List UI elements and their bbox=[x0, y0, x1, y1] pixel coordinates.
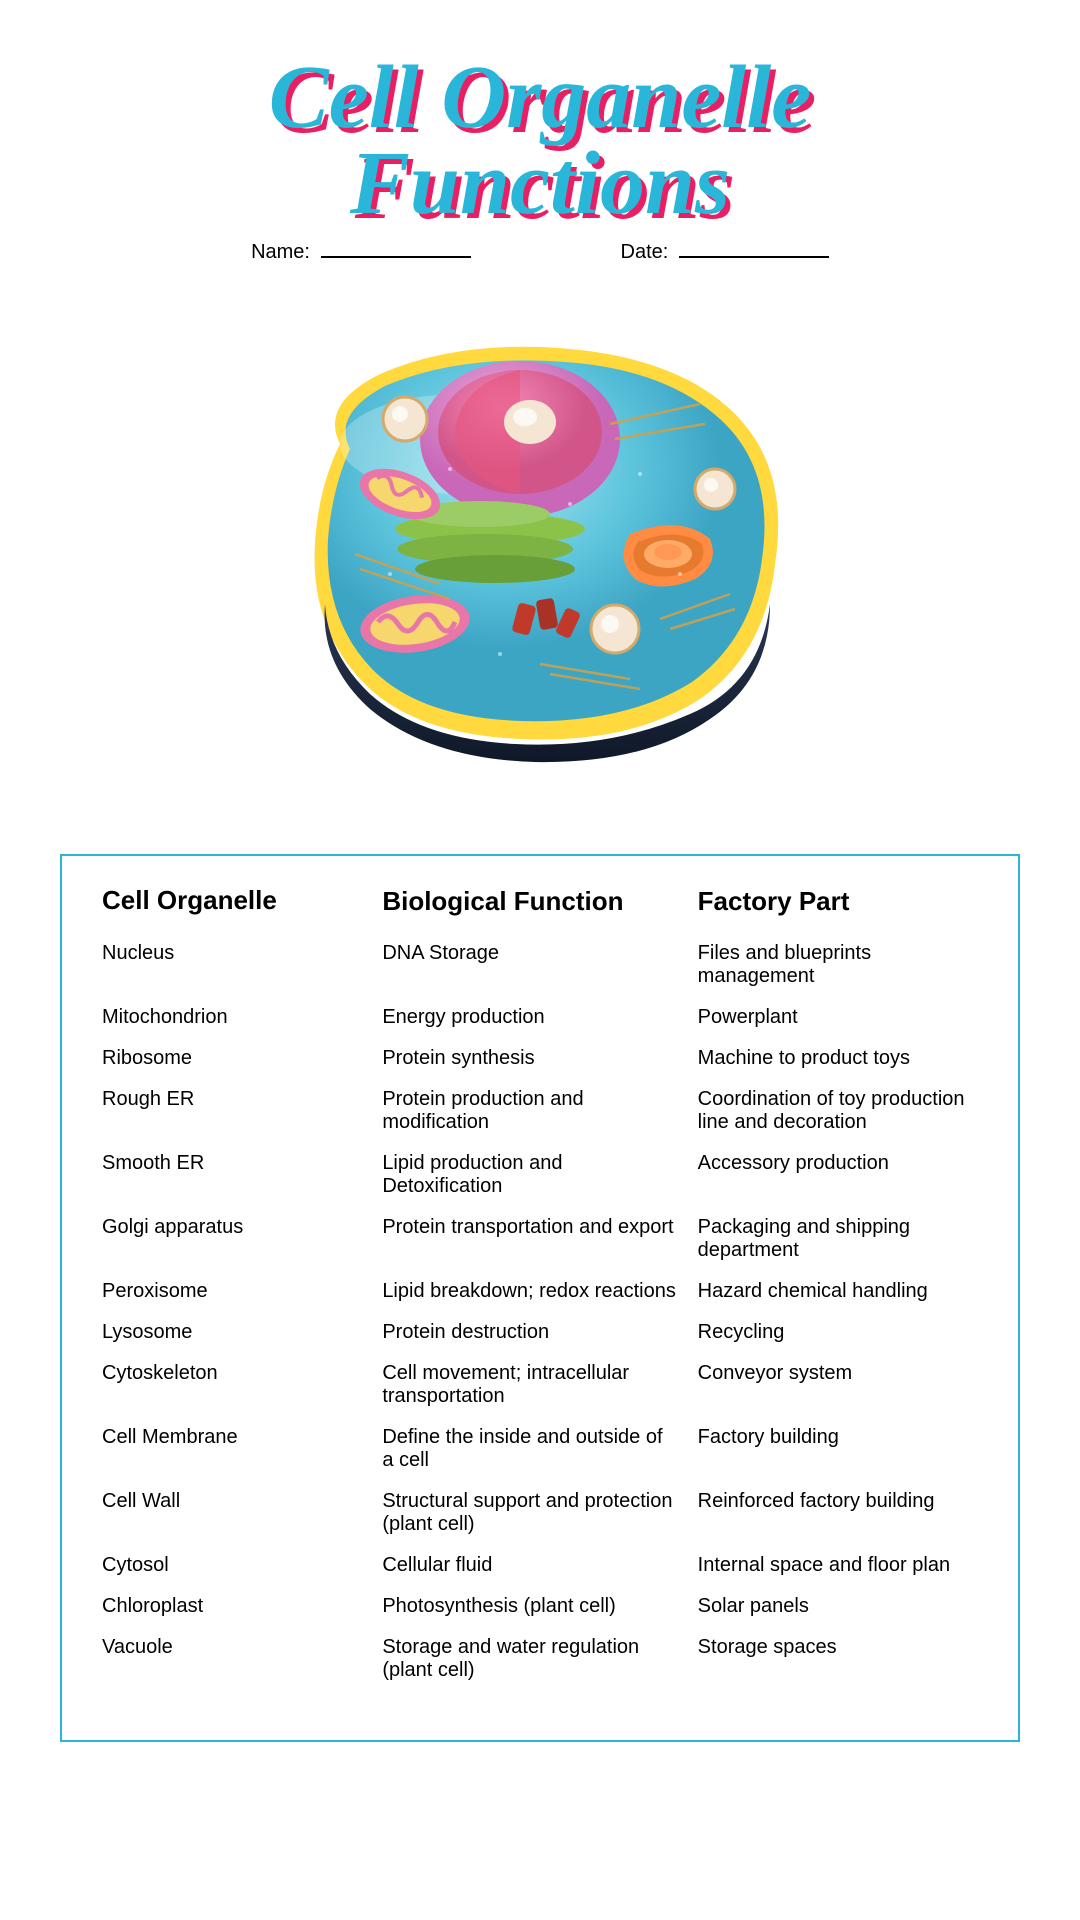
header-organelle: Cell Organelle bbox=[102, 886, 382, 917]
table-row: Rough ERProtein production and modificat… bbox=[102, 1088, 978, 1134]
cell-function: Protein transportation and export bbox=[382, 1216, 697, 1262]
date-blank-line[interactable] bbox=[679, 256, 829, 258]
table-row: Golgi apparatusProtein transportation an… bbox=[102, 1216, 978, 1262]
cell-factory: Powerplant bbox=[698, 1006, 978, 1029]
cell-factory: Hazard chemical handling bbox=[698, 1280, 978, 1303]
cell-organelle: Nucleus bbox=[102, 942, 382, 988]
table-row: ChloroplastPhotosynthesis (plant cell)So… bbox=[102, 1595, 978, 1618]
date-label: Date: bbox=[621, 241, 669, 263]
cell-function: Lipid production and Detoxification bbox=[382, 1152, 697, 1198]
nucleolus-highlight bbox=[513, 408, 537, 426]
header-factory: Factory Part bbox=[698, 886, 978, 917]
cell-organelle: Vacuole bbox=[102, 1636, 382, 1682]
cell-function: Photosynthesis (plant cell) bbox=[382, 1595, 697, 1618]
table-row: LysosomeProtein destructionRecycling bbox=[102, 1321, 978, 1344]
table-body: NucleusDNA StorageFiles and blueprints m… bbox=[102, 942, 978, 1682]
cell-factory: Solar panels bbox=[698, 1595, 978, 1618]
form-fields: Name: Date: bbox=[60, 241, 1020, 264]
cell-factory: Internal space and floor plan bbox=[698, 1554, 978, 1577]
name-blank-line[interactable] bbox=[321, 256, 471, 258]
cell-factory: Factory building bbox=[698, 1426, 978, 1472]
cell-function: Define the inside and outside of a cell bbox=[382, 1426, 697, 1472]
name-label: Name: bbox=[251, 241, 310, 263]
cell-organelle: Peroxisome bbox=[102, 1280, 382, 1303]
date-field: Date: bbox=[621, 241, 829, 264]
cell-function: Lipid breakdown; redox reactions bbox=[382, 1280, 697, 1303]
cell-organelle: Cell Membrane bbox=[102, 1426, 382, 1472]
cell-factory: Storage spaces bbox=[698, 1636, 978, 1682]
cell-function: Protein production and modification bbox=[382, 1088, 697, 1134]
table-row: Smooth ERLipid production and Detoxifica… bbox=[102, 1152, 978, 1198]
table-row: NucleusDNA StorageFiles and blueprints m… bbox=[102, 942, 978, 988]
table-row: VacuoleStorage and water regulation (pla… bbox=[102, 1636, 978, 1682]
table-row: PeroxisomeLipid breakdown; redox reactio… bbox=[102, 1280, 978, 1303]
organelle-table: Cell Organelle Biological Function Facto… bbox=[60, 854, 1020, 1742]
cell-diagram bbox=[260, 314, 820, 814]
header-function: Biological Function bbox=[382, 886, 697, 917]
cell-organelle: Golgi apparatus bbox=[102, 1216, 382, 1262]
table-row: Cell MembraneDefine the inside and outsi… bbox=[102, 1426, 978, 1472]
table-row: MitochondrionEnergy productionPowerplant bbox=[102, 1006, 978, 1029]
title-line2: Functions bbox=[350, 134, 730, 233]
title-main: Cell Organelle Functions bbox=[60, 55, 1020, 226]
cell-organelle: Lysosome bbox=[102, 1321, 382, 1344]
cell-factory: Files and blueprints management bbox=[698, 942, 978, 988]
cell-organelle: Mitochondrion bbox=[102, 1006, 382, 1029]
title-container: Cell Organelle Functions Cell Organelle … bbox=[60, 55, 1020, 226]
cell-factory: Recycling bbox=[698, 1321, 978, 1344]
cell-function: DNA Storage bbox=[382, 942, 697, 988]
cell-function: Energy production bbox=[382, 1006, 697, 1029]
cell-factory: Packaging and shipping department bbox=[698, 1216, 978, 1262]
cell-function: Cellular fluid bbox=[382, 1554, 697, 1577]
cell-factory: Accessory production bbox=[698, 1152, 978, 1198]
cell-factory: Conveyor system bbox=[698, 1362, 978, 1408]
title-line1: Cell Organelle bbox=[269, 48, 811, 147]
cell-function: Cell movement; intracellular transportat… bbox=[382, 1362, 697, 1408]
name-field: Name: bbox=[251, 241, 470, 264]
table-row: Cell WallStructural support and protecti… bbox=[102, 1490, 978, 1536]
cell-function: Structural support and protection (plant… bbox=[382, 1490, 697, 1536]
cell-factory: Reinforced factory building bbox=[698, 1490, 978, 1536]
cell-organelle: Cytoskeleton bbox=[102, 1362, 382, 1408]
cell-organelle: Cell Wall bbox=[102, 1490, 382, 1536]
table-row: RibosomeProtein synthesisMachine to prod… bbox=[102, 1047, 978, 1070]
table-row: CytoskeletonCell movement; intracellular… bbox=[102, 1362, 978, 1408]
worksheet-page: Cell Organelle Functions Cell Organelle … bbox=[0, 0, 1080, 1920]
table-header-row: Cell Organelle Biological Function Facto… bbox=[102, 886, 978, 917]
cell-function: Protein destruction bbox=[382, 1321, 697, 1344]
cell-organelle: Chloroplast bbox=[102, 1595, 382, 1618]
cell-function: Protein synthesis bbox=[382, 1047, 697, 1070]
cell-factory: Coordination of toy production line and … bbox=[698, 1088, 978, 1134]
cell-factory: Machine to product toys bbox=[698, 1047, 978, 1070]
cell-organelle: Cytosol bbox=[102, 1554, 382, 1577]
cell-organelle: Smooth ER bbox=[102, 1152, 382, 1198]
table-row: CytosolCellular fluidInternal space and … bbox=[102, 1554, 978, 1577]
cell-organelle: Rough ER bbox=[102, 1088, 382, 1134]
cell-organelle: Ribosome bbox=[102, 1047, 382, 1070]
cell-function: Storage and water regulation (plant cell… bbox=[382, 1636, 697, 1682]
